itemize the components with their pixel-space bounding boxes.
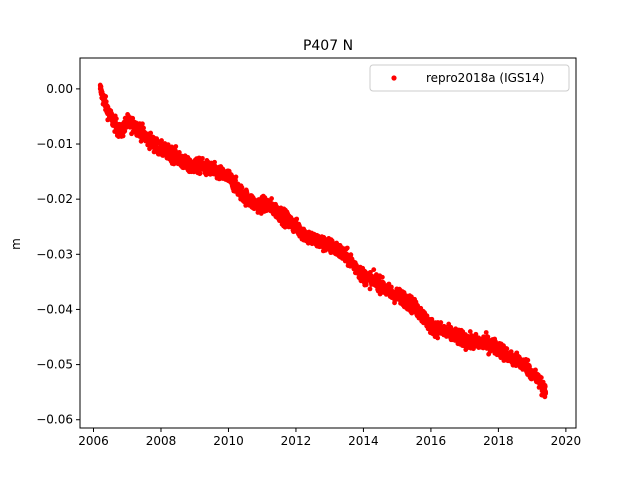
data-point [415, 303, 421, 308]
y-tick-label: 0.00 [46, 82, 73, 96]
legend-box [369, 64, 570, 92]
legend-marker [391, 75, 397, 81]
data-point [148, 130, 154, 136]
x-tick-label: 2016 [416, 434, 447, 448]
data-point [367, 286, 373, 292]
data-point [212, 159, 217, 165]
data-point [504, 346, 510, 352]
data-point [233, 178, 238, 183]
data-point [103, 99, 109, 105]
data-point [363, 282, 369, 288]
data-point [348, 252, 354, 258]
data-points [97, 82, 549, 400]
data-point [282, 224, 288, 230]
data-point [141, 125, 146, 131]
x-tick-label: 2010 [213, 434, 244, 448]
data-point [140, 121, 145, 127]
data-point [344, 245, 350, 251]
y-tick-label: −0.02 [36, 192, 73, 206]
data-point [543, 391, 549, 396]
plot-area-frame [79, 57, 577, 429]
y-axis-label: m [9, 238, 23, 250]
data-point [483, 330, 489, 335]
x-tick-label: 2012 [281, 434, 312, 448]
data-point [379, 274, 385, 280]
y-axis: 0.00 −0.01 −0.02 −0.03 −0.04 −0.05 −0.06 [36, 82, 80, 427]
data-point [269, 196, 274, 201]
y-tick-label: −0.04 [36, 302, 73, 316]
data-point [113, 116, 119, 122]
legend-label: repro2018a (IGS14) [426, 71, 544, 85]
data-point [533, 367, 538, 373]
data-point [176, 150, 182, 155]
data-point [467, 329, 473, 334]
legend: repro2018a (IGS14) [369, 64, 570, 92]
data-point [103, 94, 109, 99]
data-point [473, 331, 479, 337]
data-point [197, 170, 203, 176]
data-point [329, 238, 335, 244]
data-point [294, 216, 300, 222]
data-point [508, 349, 514, 354]
data-point [239, 185, 245, 190]
chart-title: P407 N [303, 38, 353, 54]
x-tick-label: 2018 [483, 434, 514, 448]
x-axis: 2006 2008 2010 2012 2014 2016 2018 2020 [78, 428, 581, 448]
data-point [367, 269, 373, 275]
data-point [438, 320, 444, 325]
data-point [233, 174, 239, 180]
data-point [130, 115, 136, 121]
x-tick-label: 2008 [146, 434, 177, 448]
data-point [435, 335, 441, 341]
data-point [159, 138, 164, 143]
y-tick-label: −0.01 [36, 137, 73, 151]
y-tick-label: −0.05 [36, 358, 73, 372]
data-point [173, 144, 179, 149]
data-point [120, 133, 126, 139]
data-point [538, 375, 544, 381]
data-point [200, 155, 205, 161]
y-tick-label: −0.03 [36, 247, 73, 261]
data-point [229, 174, 235, 180]
x-tick-label: 2020 [551, 434, 582, 448]
x-tick-label: 2014 [348, 434, 379, 448]
data-point [542, 384, 548, 390]
y-tick-label: −0.06 [36, 413, 73, 427]
x-tick-label: 2006 [78, 434, 109, 448]
data-point [371, 267, 377, 273]
data-point [525, 357, 531, 363]
